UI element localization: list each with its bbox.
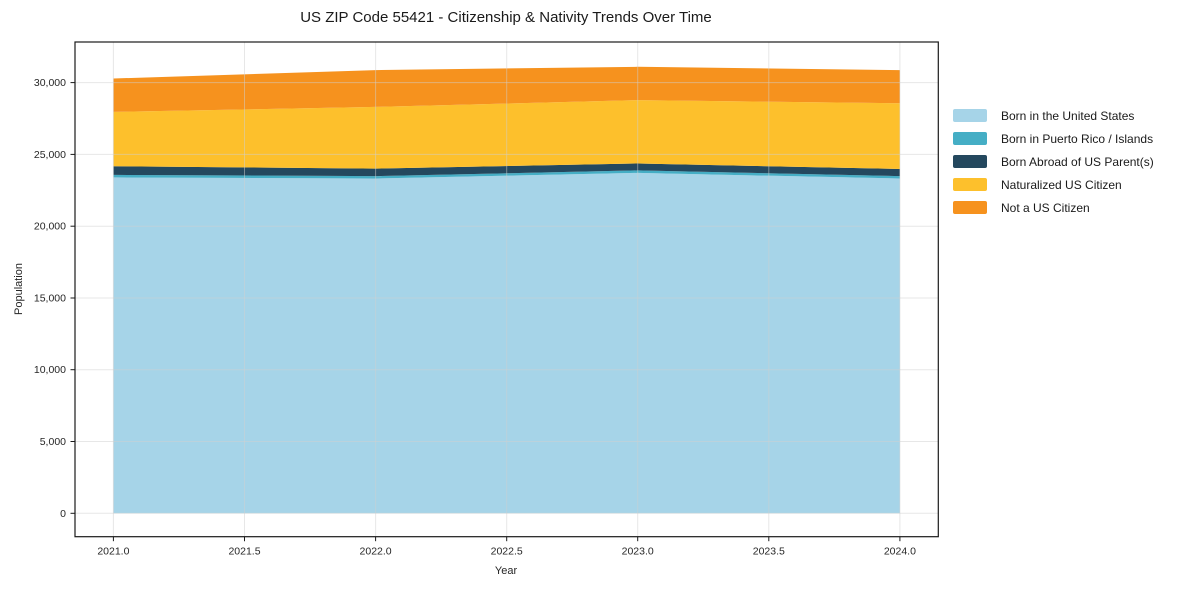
legend-label: Not a US Citizen [1001,200,1090,215]
legend-swatch-icon [953,178,987,191]
legend-swatch-icon [953,155,987,168]
x-tick-label: 2024.0 [884,546,916,558]
x-axis-label: Year [494,565,518,577]
legend-swatch-icon [953,132,987,145]
x-tick-label: 2022.0 [360,546,392,558]
legend-swatch-icon [953,201,987,214]
x-tick-label: 2023.0 [622,546,654,558]
x-tick-label: 2021.0 [97,546,129,558]
y-tick-label: 15,000 [34,293,66,305]
y-axis-label: Population [13,263,25,315]
legend-label: Born in Puerto Rico / Islands [1001,131,1154,146]
chart-title: US ZIP Code 55421 - Citizenship & Nativi… [300,9,712,26]
legend-item: Born Abroad of US Parent(s) [953,150,1154,173]
legend-label: Born Abroad of US Parent(s) [1001,154,1154,169]
legend-item: Born in the United States [953,104,1154,127]
y-tick-label: 30,000 [34,77,66,89]
legend-item: Naturalized US Citizen [953,173,1154,196]
legend-label: Naturalized US Citizen [1001,177,1122,192]
y-tick-label: 0 [60,508,66,520]
x-tick-label: 2023.5 [753,546,785,558]
x-tick-label: 2022.5 [491,546,523,558]
legend-label: Born in the United States [1001,108,1135,123]
legend: Born in the United States Born in Puerto … [953,104,1154,219]
y-tick-label: 5,000 [40,436,66,448]
legend-swatch-icon [953,109,987,122]
y-tick-label: 25,000 [34,149,66,161]
y-tick-label: 20,000 [34,221,66,233]
x-tick-label: 2021.5 [228,546,260,558]
y-tick-label: 10,000 [34,364,66,376]
legend-item: Not a US Citizen [953,196,1154,219]
legend-item: Born in Puerto Rico / Islands [953,127,1154,150]
